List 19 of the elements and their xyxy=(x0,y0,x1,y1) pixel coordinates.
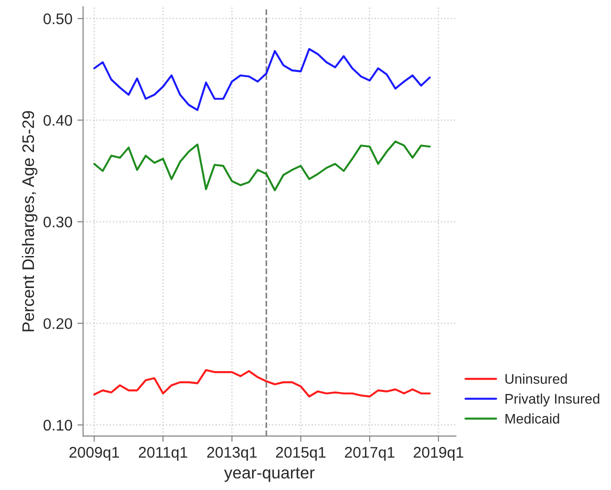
line-series xyxy=(93,369,431,398)
x-tick-label: 2009q1 xyxy=(70,446,119,461)
y-tick-label: 0.40 xyxy=(44,115,72,126)
legend-label: Medicaid xyxy=(506,413,560,424)
x-tick-label: 2013q1 xyxy=(207,446,257,461)
x-axis-title: year-quarter xyxy=(224,468,315,482)
x-tick-label: 2019q1 xyxy=(414,446,464,461)
y-tick-label: 0.10 xyxy=(44,420,72,431)
y-axis-title: Percent Disharges, Age 25-29 xyxy=(22,111,38,332)
y-tick-label: 0.50 xyxy=(44,13,72,24)
line-series xyxy=(93,48,431,111)
legend-label: Uninsured xyxy=(505,374,567,384)
line-series xyxy=(93,140,431,192)
x-tick-label: 2011q1 xyxy=(138,446,188,461)
x-tick-label: 2015q1 xyxy=(276,446,326,461)
x-tick-label: 2017q1 xyxy=(344,446,394,461)
y-tick-label: 0.30 xyxy=(44,216,72,228)
legend-label: Privatly Insured xyxy=(506,394,600,406)
y-tick-label: 0.20 xyxy=(44,318,72,330)
